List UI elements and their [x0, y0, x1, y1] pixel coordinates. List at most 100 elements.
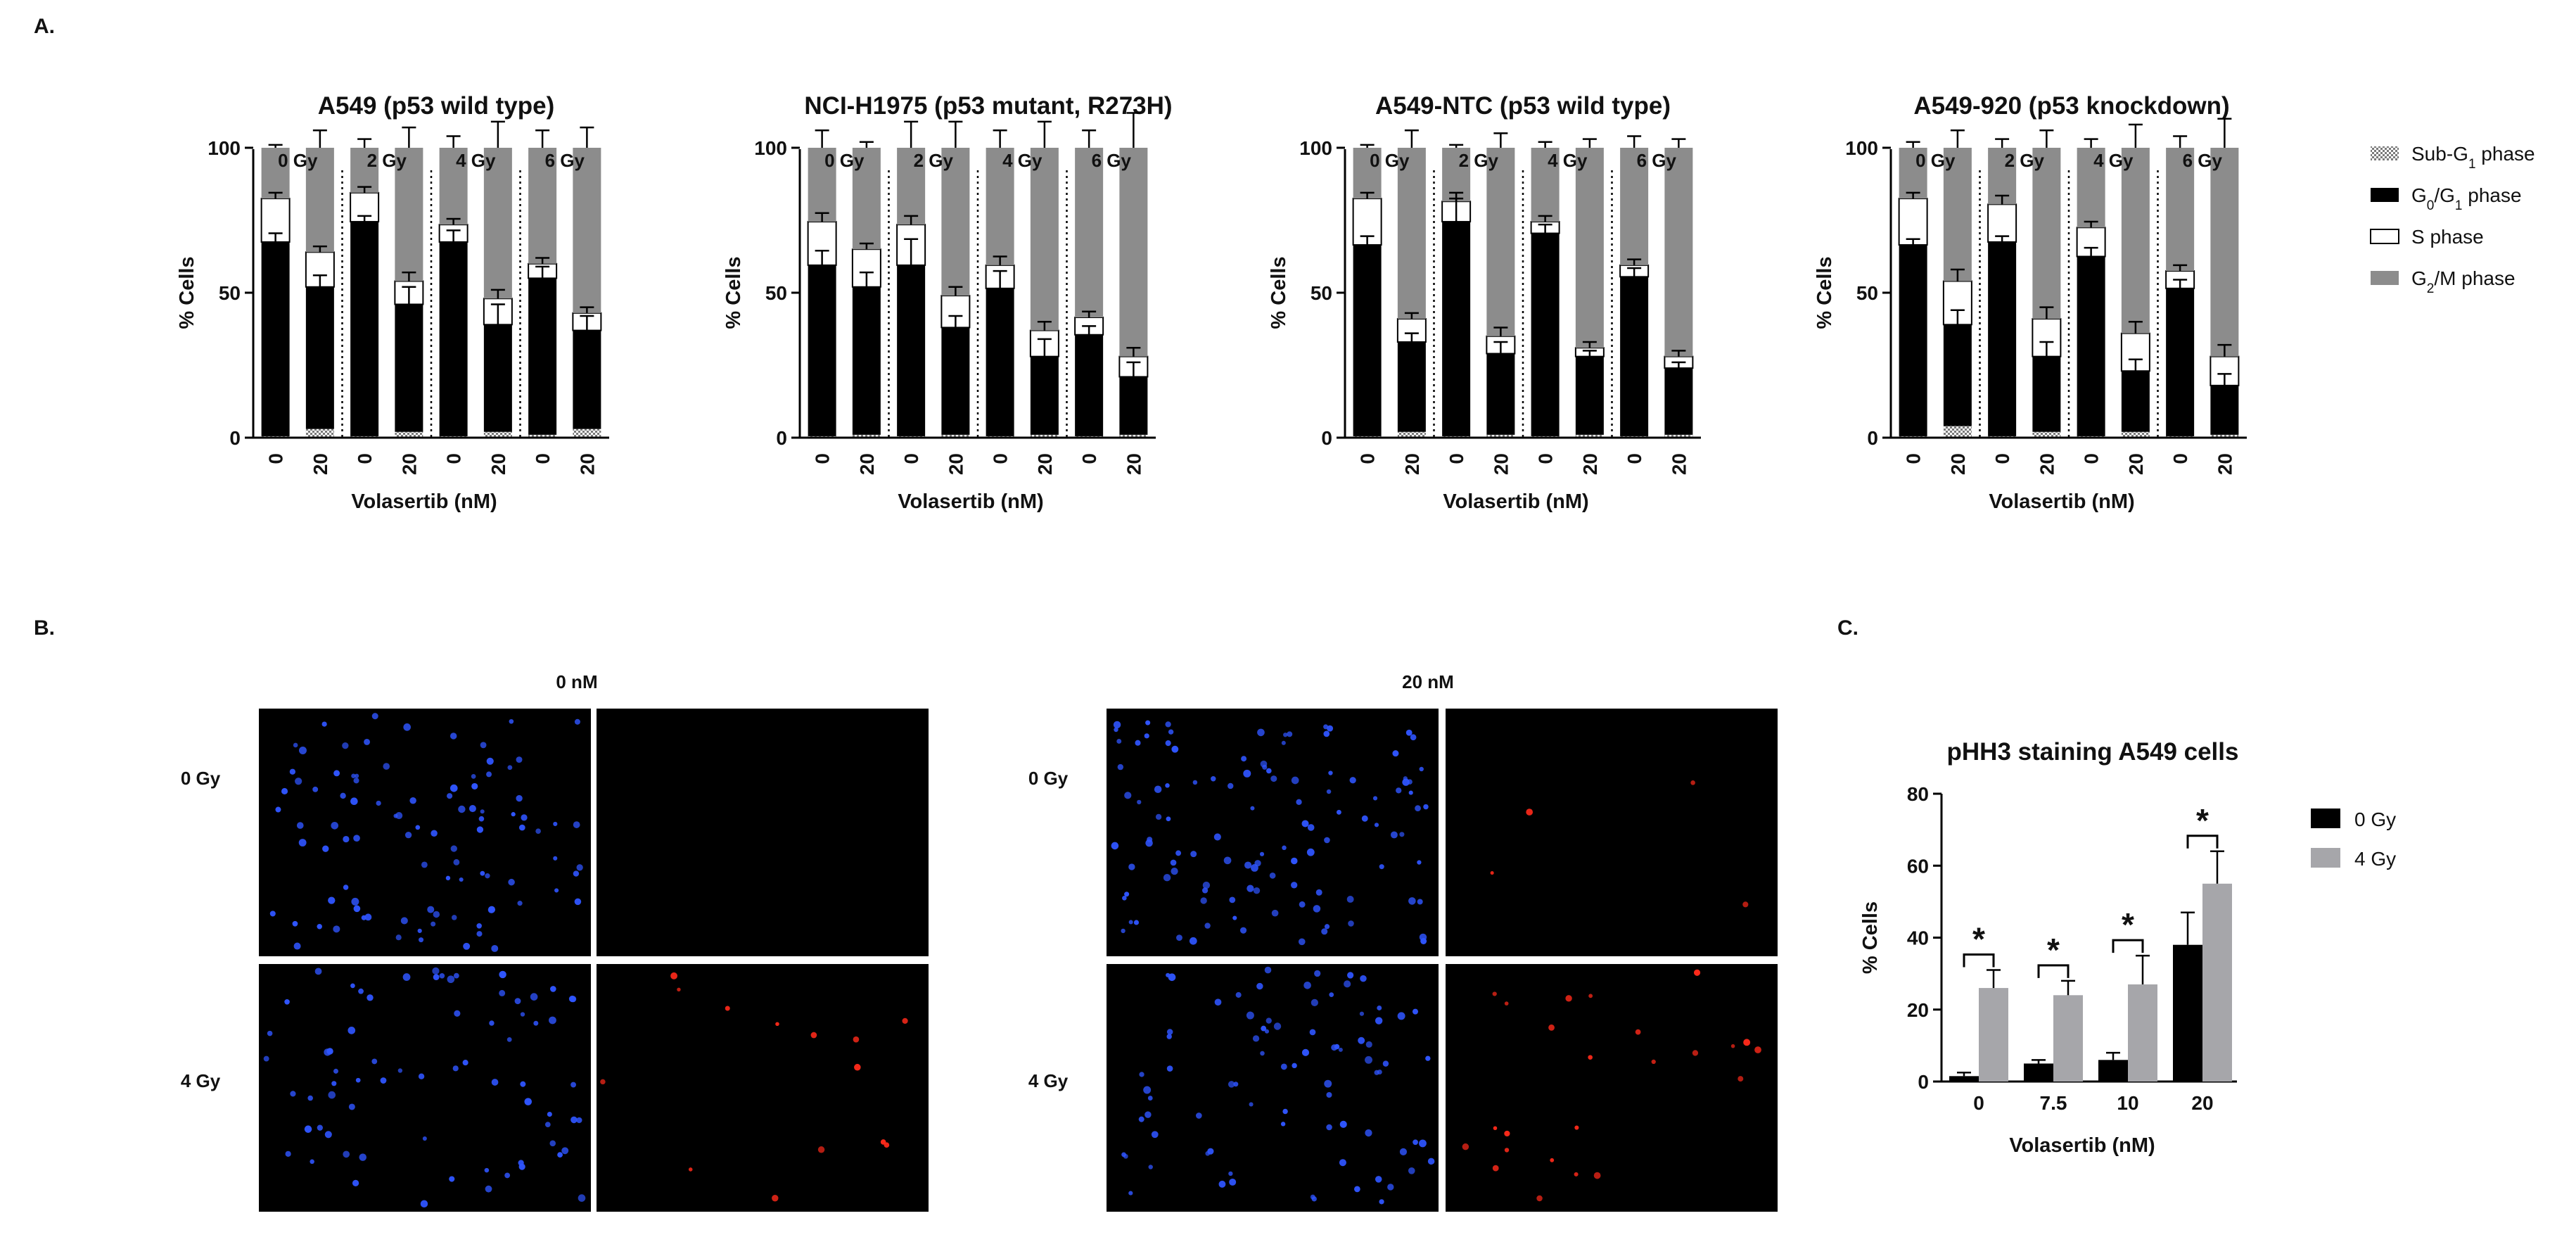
nucleus — [1166, 1065, 1173, 1072]
nucleus — [1349, 777, 1356, 784]
nucleus — [1306, 848, 1315, 856]
bar-g2m — [1353, 148, 1382, 199]
legend-text-part: G — [2411, 184, 2427, 206]
micrograph-dapi-0nm-4gy — [259, 964, 591, 1212]
nucleus — [350, 983, 355, 989]
micrograph-phh3-20nm-4gy — [1446, 964, 1778, 1212]
nucleus — [574, 718, 580, 725]
cell-cycle-chart-2: A549-NTC (p53 wild type) 0 20 0 20 0 20 0 20 0 Gy… — [1268, 92, 1701, 513]
cell-cycle-chart-1: NCI-H1975 (p53 mutant, R273H) 0 20 0 20 0 20 0 2… — [722, 92, 1173, 513]
nucleus — [1138, 1116, 1144, 1122]
nucleus — [1339, 1120, 1347, 1128]
nucleus — [1375, 1017, 1383, 1025]
micrograph-background — [259, 964, 591, 1212]
nucleus — [1301, 820, 1309, 828]
nucleus — [348, 1103, 355, 1110]
nucleus — [1338, 1047, 1343, 1052]
bar-4gy — [2128, 984, 2157, 1082]
nucleus — [530, 993, 538, 1001]
nucleus — [902, 1017, 908, 1024]
nucleus — [1743, 1039, 1751, 1046]
x-tick-label: 7.5 — [2040, 1092, 2067, 1114]
x-tick-label: 0 — [2081, 453, 2103, 464]
legend-text-part: /M phase — [2434, 267, 2515, 289]
bar-subg1 — [1575, 434, 1604, 438]
bar-g2m — [1899, 148, 1927, 199]
nucleus — [433, 974, 440, 981]
nucleus — [553, 821, 558, 827]
significance-bracket — [2037, 964, 2070, 978]
nucleus — [549, 1140, 556, 1147]
nucleus — [508, 878, 515, 886]
nucleus — [1250, 806, 1255, 811]
nucleus — [677, 987, 681, 992]
nucleus — [419, 937, 424, 943]
nucleus — [395, 934, 402, 941]
nucleus — [1145, 839, 1153, 847]
nucleus — [1574, 1125, 1579, 1130]
nucleus — [521, 814, 528, 821]
nucleus — [499, 989, 506, 996]
nucleus — [1165, 782, 1170, 788]
y-tick-label: 100 — [754, 137, 787, 159]
bar-subg1 — [1397, 431, 1426, 438]
nucleus — [1387, 1184, 1394, 1191]
row-label: 0 Gy — [1028, 768, 1069, 789]
nucleus — [376, 800, 381, 806]
nucleus — [1251, 863, 1258, 872]
nucleus — [1228, 782, 1234, 790]
nucleus — [491, 944, 499, 952]
nucleus — [1282, 845, 1287, 851]
y-tick-label: 60 — [1907, 855, 1929, 877]
nucleus — [1358, 1036, 1365, 1044]
micrograph-background — [1107, 964, 1439, 1212]
nucleus — [1339, 1159, 1346, 1167]
nucleus — [1303, 981, 1311, 989]
legend-label-subg1: Sub-G1 phase — [2411, 143, 2535, 172]
nucleus — [1171, 745, 1179, 753]
bar-g0g1 — [305, 286, 334, 429]
x-tick-label: 20 — [487, 453, 509, 475]
nucleus — [1145, 720, 1151, 725]
x-tick-label: 20 — [1579, 453, 1601, 475]
bar-g2m — [808, 148, 836, 222]
nucleus — [504, 1172, 511, 1179]
bar-g0g1 — [1988, 241, 2017, 436]
nucleus — [314, 968, 322, 975]
nucleus — [1257, 728, 1265, 737]
x-tick-label: 20 — [310, 453, 331, 475]
bar-g0g1 — [528, 278, 557, 435]
bar-4gy — [2202, 883, 2232, 1082]
bar-g2m — [483, 148, 512, 299]
bar-0gy — [2024, 1063, 2053, 1082]
nucleus — [1283, 733, 1288, 737]
nucleus — [358, 988, 364, 994]
nucleus — [1315, 889, 1322, 896]
nucleus — [347, 1027, 356, 1034]
nucleus — [1309, 1029, 1316, 1036]
nucleus — [1218, 1180, 1226, 1188]
nucleus — [1280, 1122, 1286, 1127]
nucleus — [1165, 721, 1171, 728]
bar-g0g1 — [1442, 222, 1471, 436]
dose-label: 0 Gy — [1915, 150, 1956, 171]
legend-swatch-g2m — [2371, 271, 2399, 285]
nucleus — [1280, 1063, 1287, 1070]
nucleus — [333, 770, 340, 777]
nucleus — [1413, 1139, 1418, 1146]
legend-label-0: 0 Gy — [2354, 809, 2396, 830]
nucleus — [310, 1159, 314, 1165]
nucleus — [1155, 813, 1162, 820]
micrograph-background — [259, 709, 591, 956]
bar-g0g1 — [2210, 385, 2239, 435]
bar-g0g1 — [852, 286, 881, 435]
bar-subg1 — [528, 434, 557, 438]
legend-label-1: 4 Gy — [2354, 848, 2396, 870]
nucleus — [317, 924, 322, 930]
bar-g2m — [852, 148, 881, 250]
y-tick-label: 100 — [208, 137, 241, 159]
nucleus — [1214, 998, 1222, 1006]
nucleus — [1492, 1165, 1499, 1172]
nucleus — [364, 913, 372, 921]
x-tick-label: 0 — [265, 453, 287, 464]
